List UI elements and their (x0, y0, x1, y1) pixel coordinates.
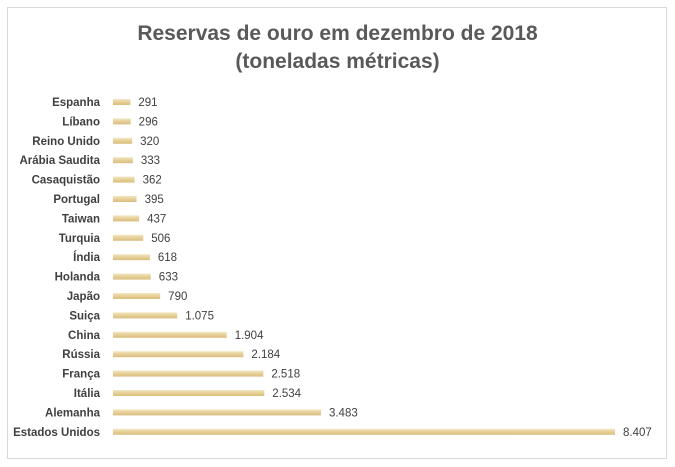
bar-3 (113, 157, 133, 164)
data-label-2: 320 (140, 136, 159, 148)
data-label-5: 395 (145, 194, 164, 206)
bar-0 (113, 99, 131, 105)
bar-16 (113, 409, 321, 416)
data-label-15: 2.534 (272, 388, 301, 400)
bar-4 (113, 176, 135, 183)
chart-area (7, 7, 667, 459)
category-label-9: Holanda (55, 272, 101, 284)
category-label-16: Alemanha (45, 407, 101, 419)
data-label-9: 633 (159, 272, 178, 284)
category-label-11: Suiça (69, 310, 100, 322)
category-label-7: Turquia (59, 233, 101, 245)
bar-2 (113, 137, 133, 144)
bar-1 (113, 118, 131, 125)
data-label-10: 790 (168, 291, 187, 303)
category-label-17: Estados Unidos (13, 427, 100, 439)
data-label-7: 506 (151, 233, 170, 245)
data-label-11: 1.075 (185, 310, 214, 322)
bar-11 (113, 312, 178, 319)
data-label-1: 296 (139, 116, 158, 128)
data-labels: 291 296 320 333 362 395 437 506 618 633 790 1.075 1.… (138, 97, 651, 439)
data-label-6: 437 (147, 213, 166, 225)
bar-15 (113, 390, 265, 396)
bars-group (113, 99, 615, 435)
category-label-2: Reino Unido (32, 136, 100, 148)
category-labels: Espanha Líbano Reino Unido Arábia Saudita Ca… (13, 97, 101, 439)
category-label-5: Portugal (53, 194, 100, 206)
chart-title-line-2: (toneladas métricas) (235, 50, 440, 73)
category-label-6: Taiwan (62, 213, 100, 225)
data-label-8: 618 (158, 252, 177, 264)
data-label-14: 2.518 (271, 369, 300, 381)
category-label-13: Rússia (62, 349, 100, 361)
data-label-17: 8.407 (623, 427, 652, 439)
data-label-16: 3.483 (329, 407, 358, 419)
bar-9 (113, 273, 151, 280)
bar-8 (113, 254, 150, 261)
data-label-13: 2.184 (251, 349, 280, 361)
bar-17 (113, 428, 615, 435)
data-label-0: 291 (138, 97, 157, 109)
category-label-10: Japão (67, 291, 100, 303)
bar-13 (113, 351, 244, 358)
category-label-1: Líbano (62, 116, 100, 128)
category-label-15: Itália (74, 388, 101, 400)
bar-14 (113, 370, 264, 377)
bar-7 (113, 234, 144, 241)
category-label-0: Espanha (52, 97, 101, 109)
data-label-3: 333 (141, 155, 160, 167)
chart-title-line-1: Reservas de ouro em dezembro de 2018 (137, 22, 538, 45)
bar-5 (113, 196, 137, 202)
data-label-4: 362 (143, 175, 162, 187)
category-label-3: Arábia Saudita (19, 155, 100, 167)
category-label-4: Casaquistão (32, 175, 100, 187)
category-label-8: Índia (73, 251, 100, 264)
bar-6 (113, 215, 140, 222)
bar-10 (113, 293, 161, 299)
chart-title: Reservas de ouro em dezembro de 2018 (to… (0, 20, 675, 76)
bar-12 (113, 331, 227, 338)
data-label-12: 1.904 (235, 330, 264, 342)
category-label-14: França (62, 369, 100, 381)
category-label-12: China (68, 330, 101, 342)
